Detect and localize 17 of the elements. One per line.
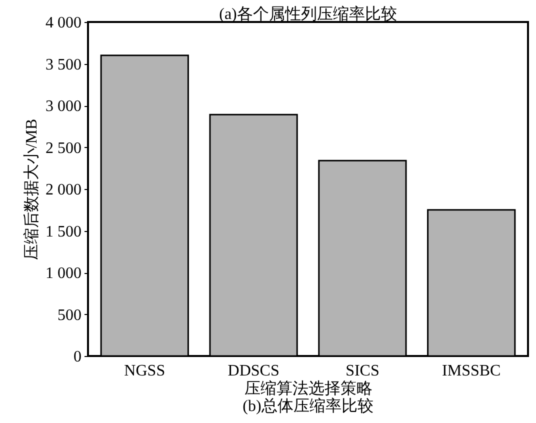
y-axis-title: 压缩后数据大小/MB — [22, 118, 40, 260]
y-tick-label: 3 500 — [46, 56, 82, 74]
text: (b)总体压缩率比较 — [242, 397, 374, 415]
y-tick-label: 500 — [58, 306, 82, 324]
y-tick-label: 0 — [74, 348, 82, 366]
annotation: (a)各个属性列压缩率比较 — [219, 5, 397, 23]
y-tick-label: 4 000 — [46, 14, 82, 32]
y-tick-label: 1 000 — [46, 265, 82, 282]
y-tick-label: 1 500 — [46, 223, 82, 240]
x-tick-label: DDSCS — [228, 362, 280, 380]
y-tick-label: 2 000 — [46, 182, 82, 198]
y-tick-label: 3 000 — [46, 98, 82, 115]
x-tick-label: NGSS — [124, 362, 166, 380]
x-axis-title: 压缩算法选择策略 — [244, 380, 372, 398]
x-tick-label: SICS — [346, 362, 380, 380]
y-tick-label: 2 500 — [46, 140, 82, 157]
x-tick-label: IMSSBC — [442, 362, 501, 380]
